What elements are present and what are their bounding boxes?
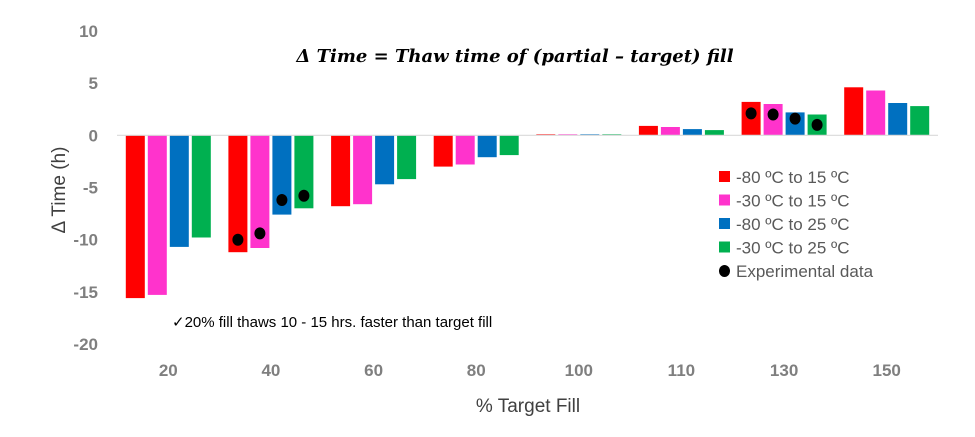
legend-swatch [719,241,730,253]
experimental-point-40-4 [298,189,310,202]
y-axis: 10 5 0 -5 -10 -15 -20 [73,22,98,354]
legend-label: -80 ºC to 15 ºC [736,168,850,187]
experimental-point-130-3 [789,112,801,125]
experimental-point-40-1 [232,233,244,246]
bar-150-series-2 [866,90,886,136]
x-tick-label: 20 [159,361,178,380]
bar-20-series-3 [169,135,189,247]
x-tick-label: 100 [565,361,593,380]
bar-40-series-4 [294,135,314,209]
bar-110-series-1 [638,125,658,136]
bar-40-series-3 [272,135,292,215]
legend-swatch [719,218,730,229]
legend-label: Experimental data [736,262,874,281]
x-tick-label: 150 [873,361,901,380]
bar-150-series-4 [910,106,930,136]
x-tick-label: 130 [770,361,798,380]
annotation-note: ✓20% fill thaws 10 - 15 hrs. faster than… [172,314,492,331]
bar-20-series-1 [125,135,145,299]
y-tick-label: -15 [73,283,98,302]
experimental-point-40-2 [254,227,266,240]
y-tick-label: 5 [89,74,98,93]
bar-40-series-2 [250,135,270,248]
bar-150-series-3 [888,103,908,136]
y-tick-label: -5 [83,179,98,198]
y-tick-label: -10 [73,231,98,250]
legend-swatch [719,194,730,206]
bar-60-series-2 [353,135,373,205]
y-tick-label: 0 [89,126,98,145]
experimental-point-130-2 [767,108,779,121]
x-tick-label: 60 [364,361,383,380]
legend-label: -30 ºC to 25 ºC [736,239,850,258]
x-tick-label: 80 [467,361,486,380]
bar-80-series-2 [455,135,475,165]
bar-80-series-4 [499,135,519,156]
bar-110-series-4 [704,130,724,136]
y-tick-label: -20 [73,335,98,354]
experimental-point-130-4 [811,118,823,131]
bar-110-series-3 [682,129,702,136]
bar-40-series-1 [228,135,248,253]
legend-swatch [719,171,730,182]
bar-80-series-3 [477,135,497,158]
x-axis-title: % Target Fill [476,396,580,417]
x-axis: 20 40 60 80 100 110 130 150 [159,361,901,380]
x-tick-label: 110 [668,361,695,380]
plot-area [125,87,930,299]
legend-label: -80 ºC to 25 ºC [736,215,850,234]
bar-60-series-4 [397,135,417,180]
legend: -80 ºC to 15 ºC -30 ºC to 15 ºC -80 ºC to … [719,168,874,281]
y-tick-label: 10 [79,22,98,41]
bar-80-series-1 [433,135,453,167]
bar-20-series-2 [147,135,167,295]
x-tick-label: 40 [261,361,280,380]
bar-20-series-4 [191,135,211,238]
bar-60-series-1 [331,135,351,207]
bar-60-series-3 [375,135,395,185]
experimental-point-130-1 [745,107,757,120]
legend-marker-experimental [719,265,730,277]
experimental-point-40-3 [276,194,288,206]
chart-title: Δ Time = Thaw time of (partial – target)… [295,46,733,67]
y-axis-title: Δ Time (h) [49,147,70,234]
bar-110-series-2 [660,127,680,136]
bar-150-series-1 [844,87,864,136]
legend-label: -30 ºC to 15 ºC [736,192,850,211]
